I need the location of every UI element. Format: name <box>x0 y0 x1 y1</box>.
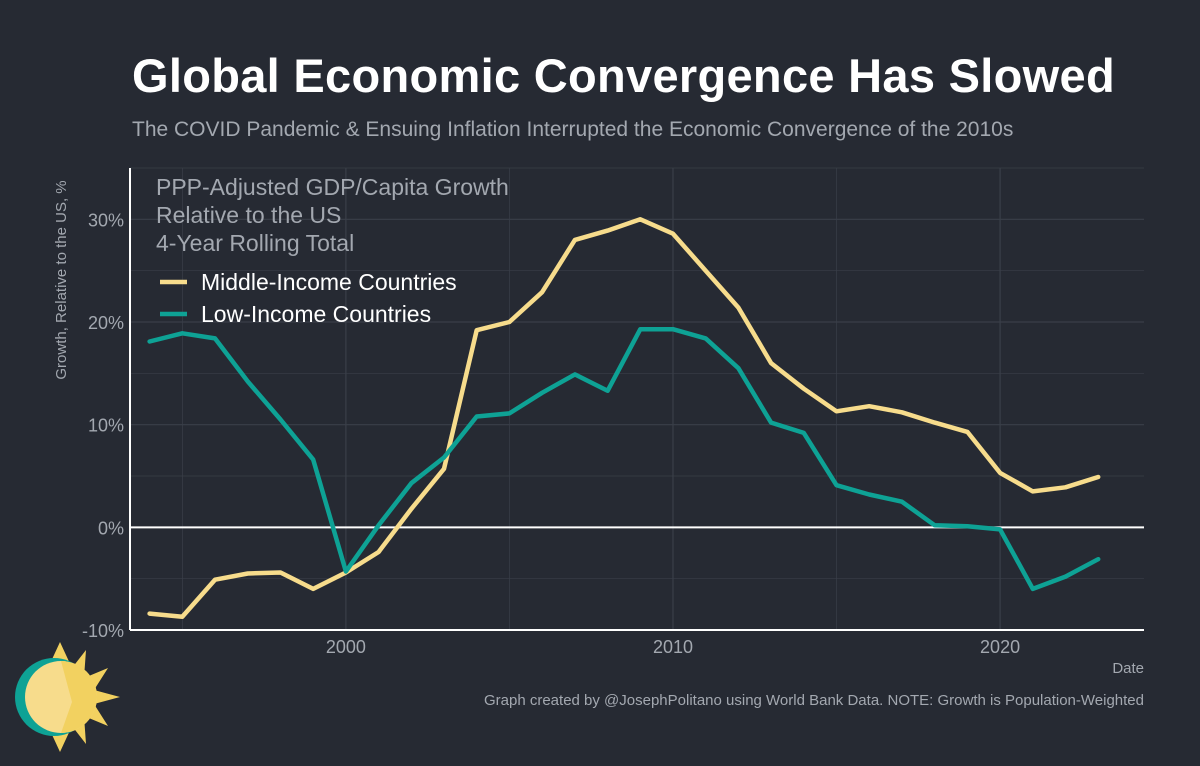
series-line-low-income-countries <box>147 326 1101 592</box>
y-axis-ticks: -10% 0% 10% 20% 30% <box>82 210 124 641</box>
x-axis-label: Date <box>1112 660 1144 677</box>
x-tick-label: 2000 <box>326 637 366 657</box>
chart-title: Global Economic Convergence Has Slowed <box>132 49 1115 102</box>
legend: Middle-Income Countries Low-Income Count… <box>160 269 457 327</box>
y-axis-label: Growth, Relative to the US, % <box>53 180 70 379</box>
annotation-line-3: 4-Year Rolling Total <box>156 230 354 256</box>
series-line-middle-income-countries <box>147 217 1101 619</box>
legend-label-middle-income: Middle-Income Countries <box>201 269 457 295</box>
y-tick-label: 10% <box>88 416 124 436</box>
x-tick-label: 2020 <box>980 637 1020 657</box>
y-tick-label: 0% <box>98 518 124 538</box>
sun-logo-icon <box>15 642 120 752</box>
annotation-line-2: Relative to the US <box>156 202 341 228</box>
annotation-line-1: PPP-Adjusted GDP/Capita Growth <box>156 174 509 200</box>
chart-annotation: PPP-Adjusted GDP/Capita Growth Relative … <box>156 174 509 256</box>
source-caption: Graph created by @JosephPolitano using W… <box>483 692 1144 709</box>
y-tick-label: -10% <box>82 621 124 641</box>
chart-subtitle: The COVID Pandemic & Ensuing Inflation I… <box>132 118 1014 141</box>
legend-label-low-income: Low-Income Countries <box>201 301 431 327</box>
series-lines <box>147 217 1101 619</box>
y-tick-label: 30% <box>88 210 124 230</box>
y-tick-label: 20% <box>88 313 124 333</box>
x-axis-ticks: 2000 2010 2020 <box>326 637 1020 657</box>
x-tick-label: 2010 <box>653 637 693 657</box>
